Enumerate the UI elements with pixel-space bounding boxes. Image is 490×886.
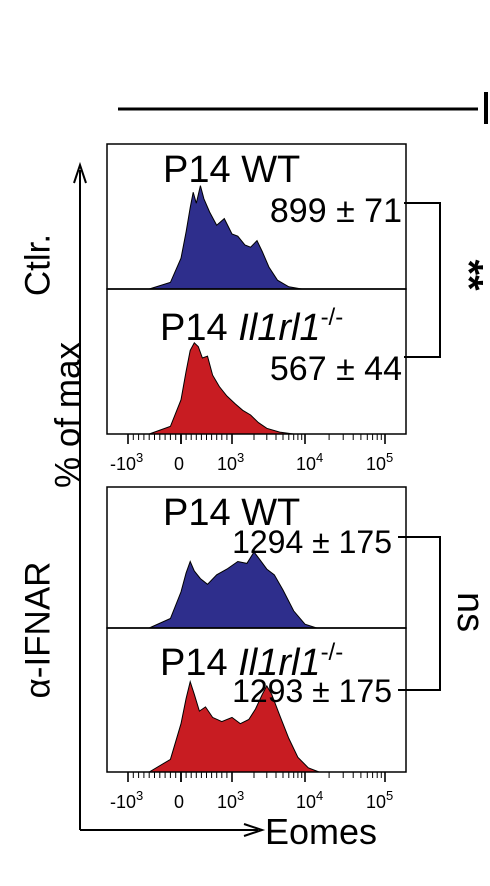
significance-bracket-ctrl: [404, 202, 441, 358]
plot-frame-bottom: [106, 288, 407, 435]
tick-label-0: 0: [174, 454, 184, 474]
row-label-ctrl: Ctlr.: [18, 234, 57, 296]
tick-label-1000: 103: [217, 450, 244, 474]
histogram-p14-wt-ifnar: [148, 551, 317, 629]
mfi-label-ko: 1293 ± 175: [232, 673, 392, 709]
tick-label-10000: 104: [296, 788, 323, 812]
x-tick-labels-ctrl: -103 0 103 104 105: [110, 450, 393, 474]
series-label-ko: P14 Il1rl1-/-: [160, 304, 343, 349]
x-axis-arrow: [80, 823, 266, 837]
y-axis-arrow: [73, 161, 87, 830]
series-label-wt: P14 WT: [163, 149, 300, 191]
tick-label-100000: 105: [366, 788, 393, 812]
x-ticks-ifnar: [127, 772, 386, 782]
mfi-label-wt: 1294 ± 175: [232, 524, 392, 560]
significance-bracket-ifnar: [398, 536, 441, 691]
series-label-wt: P14 WT: [163, 492, 300, 534]
histogram-p14-il1rl1-ko-ifnar: [147, 679, 320, 773]
tick-label-neg1000: -103: [110, 450, 143, 474]
tick-label-1000: 103: [217, 788, 244, 812]
histogram-p14-wt-ctrl: [149, 185, 302, 290]
x-ticks-ctrl: [127, 434, 386, 444]
significance-ctrl: **: [446, 259, 490, 291]
series-label-ko: P14 Il1rl1-/-: [160, 639, 343, 684]
tick-label-0: 0: [174, 792, 184, 812]
tick-label-neg1000: -103: [110, 788, 143, 812]
y-axis-label: % of max: [48, 342, 87, 488]
mfi-label-wt: 899 ± 71: [270, 192, 402, 230]
x-tick-labels-ifnar: -103 0 103 104 105: [110, 788, 393, 812]
top-heading-tick: [484, 92, 488, 124]
plot-frame-bottom: [106, 627, 407, 773]
tick-label-100000: 105: [366, 450, 393, 474]
tick-label-10000: 104: [296, 450, 323, 474]
row-label-ifnar: α-IFNAR: [18, 562, 57, 699]
x-axis-label: Eomes: [265, 811, 377, 852]
panel-ifnar: α-IFNAR P14 WT 1294 ± 175 P14 Il1rl1-/- …: [18, 486, 490, 812]
panel-ctrl: Ctlr. P14 WT 899 ± 71 P14 Il1rl1-/- 567 …: [18, 143, 490, 474]
histogram-p14-il1rl1-ko-ctrl: [149, 341, 294, 435]
mfi-label-ko: 567 ± 44: [270, 350, 402, 388]
significance-ifnar: ns: [449, 592, 490, 632]
